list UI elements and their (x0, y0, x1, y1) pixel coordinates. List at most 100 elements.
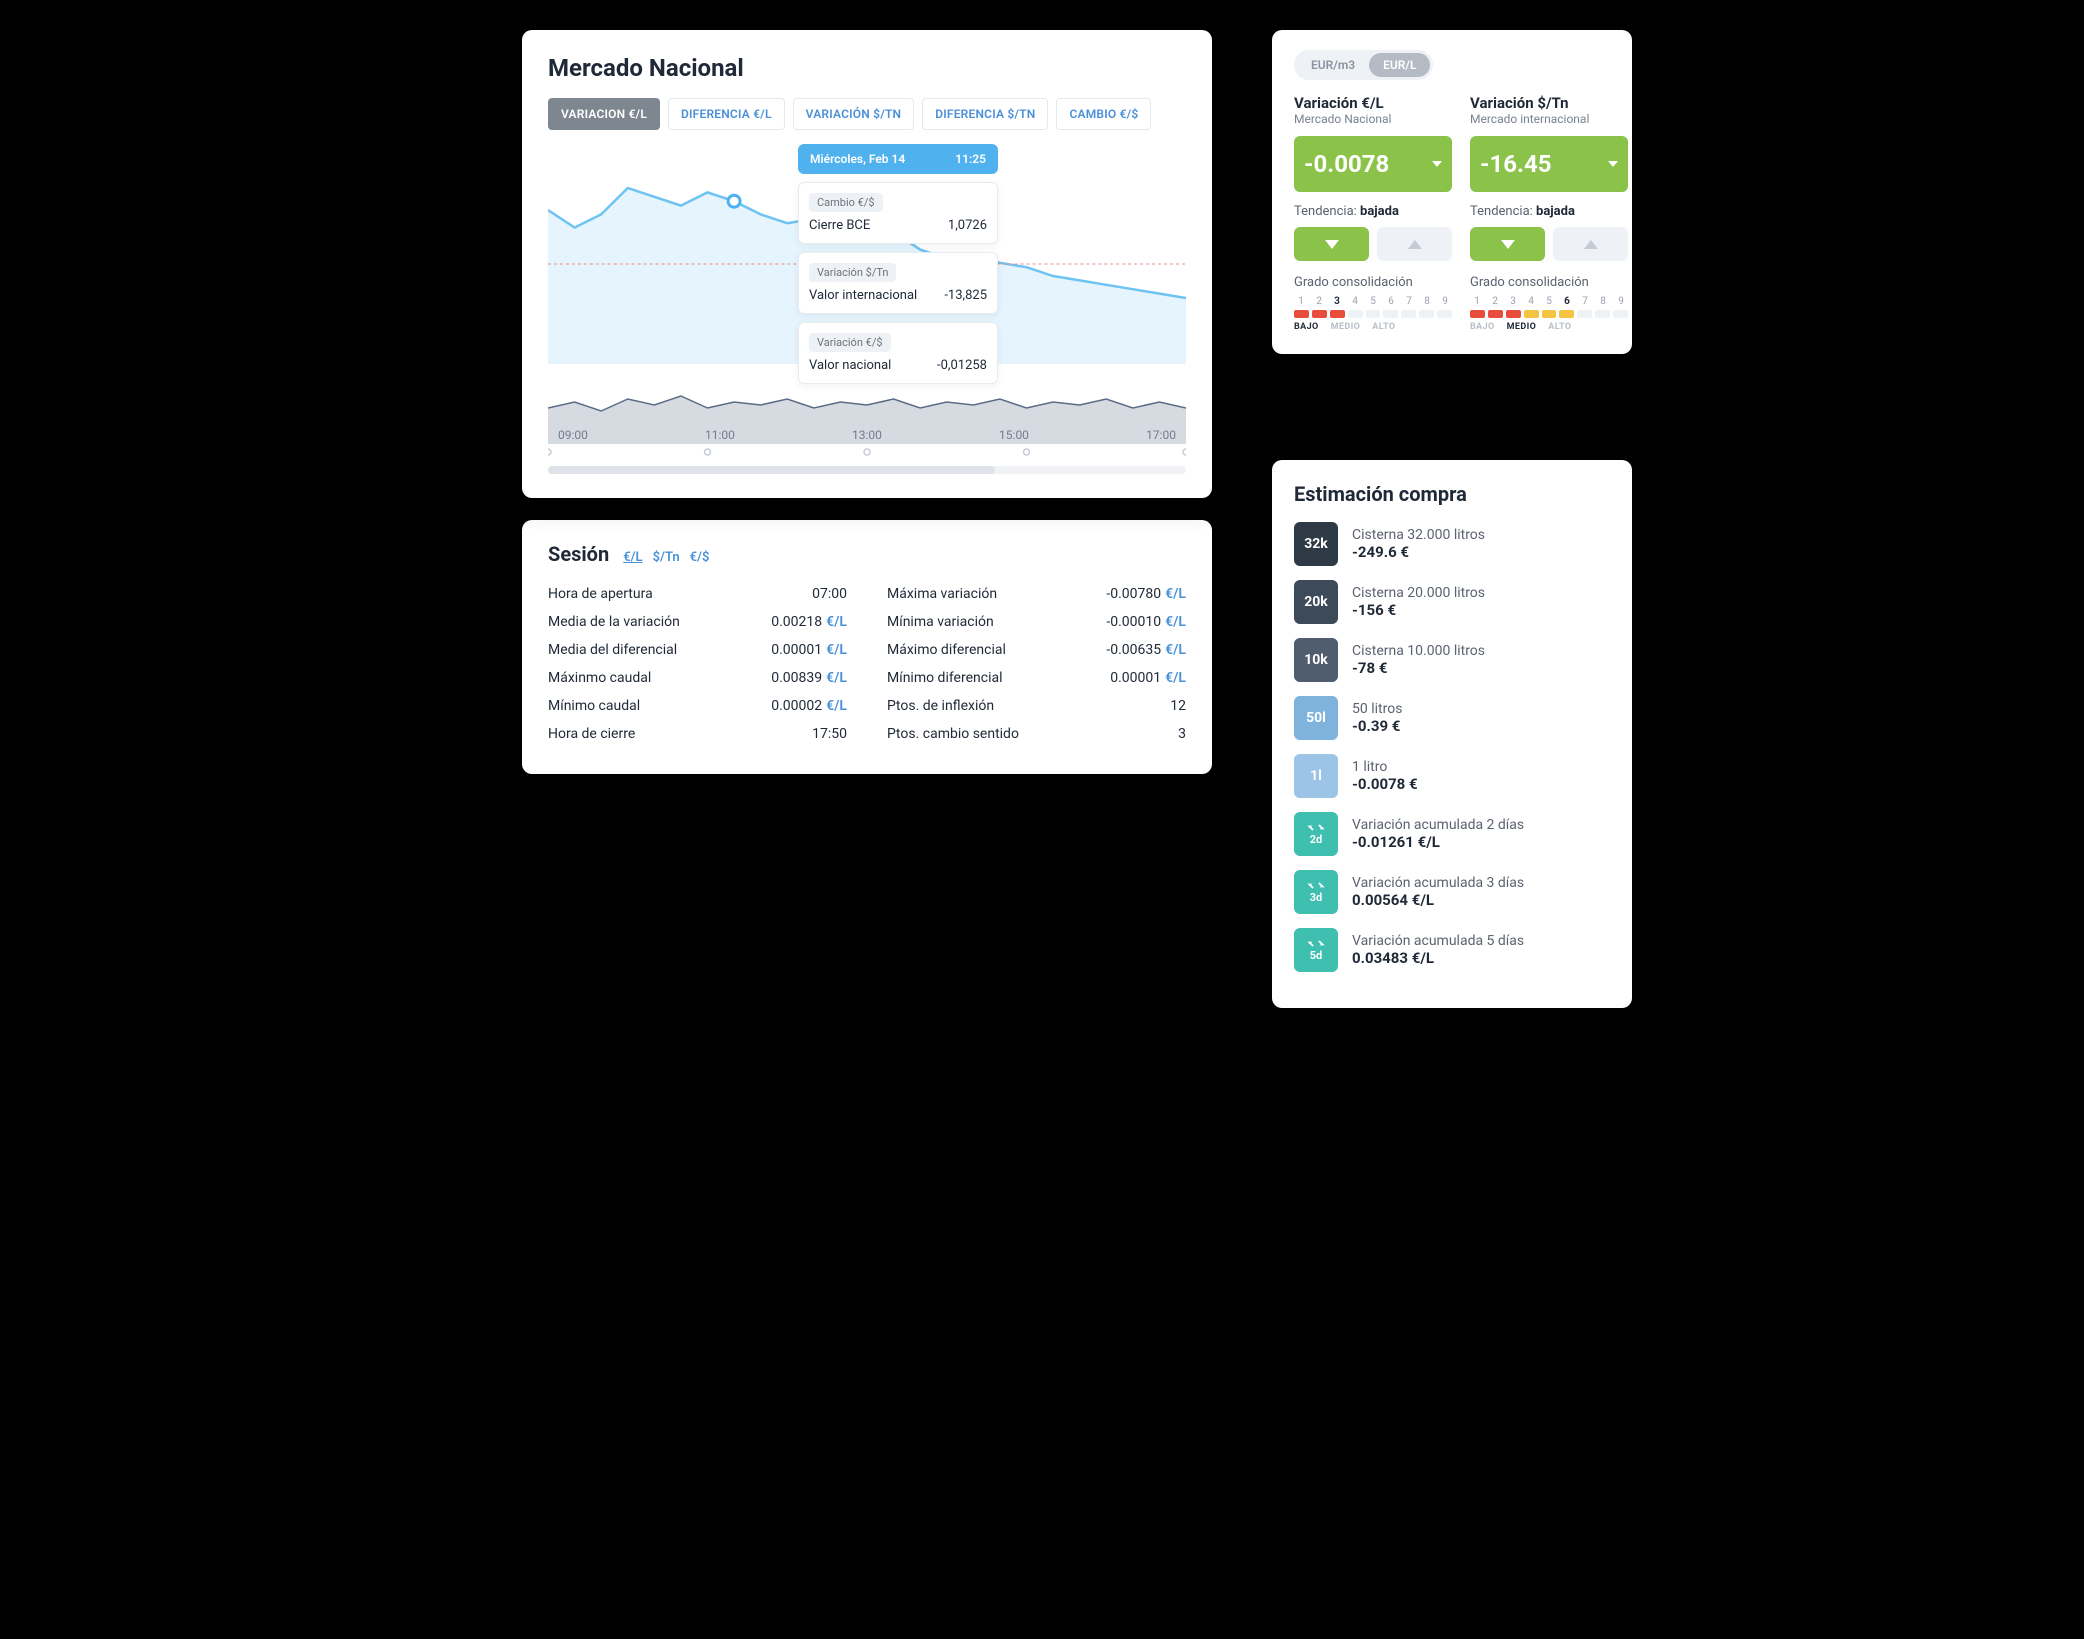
tooltip-box-0: Cambio €/$Cierre BCE1,0726 (798, 182, 998, 244)
estimate-badge: 5d (1294, 928, 1338, 972)
tooltip-tag: Variación $/Tn (809, 263, 896, 282)
market-tab-4[interactable]: CAMBIO €/$ (1056, 98, 1151, 130)
session-row-unit: €/L (1165, 642, 1186, 658)
trend-up-button[interactable] (1553, 227, 1628, 261)
estimate-badge: 50l (1294, 696, 1338, 740)
estimate-row-7[interactable]: 5dVariación acumulada 5 días0.03483 €/L (1294, 928, 1610, 972)
session-row: Mínimo caudal0.00002€/L (548, 692, 847, 720)
caret-down-icon (1432, 161, 1442, 167)
market-tab-3[interactable]: DIFERENCIA $/TN (922, 98, 1048, 130)
estimate-row-5[interactable]: 2dVariación acumulada 2 días-0.01261 €/L (1294, 812, 1610, 856)
trend-down-button[interactable] (1294, 227, 1369, 261)
market-tab-1[interactable]: DIFERENCIA €/L (668, 98, 785, 130)
session-row: Máxima variación-0.00780€/L (887, 580, 1186, 608)
session-row-label: Ptos. de inflexión (887, 698, 994, 714)
consolidation-numbers: 123456789 (1294, 296, 1452, 307)
estimate-value: 0.00564 €/L (1352, 891, 1524, 909)
tooltip-time: 11:25 (955, 152, 986, 166)
variation-title: Variación €/L (1294, 94, 1452, 112)
estimate-row-0[interactable]: 32kCisterna 32.000 litros-249.6 € (1294, 522, 1610, 566)
session-card: Sesión €/L$/Tn€/$ Hora de apertura07:00M… (522, 520, 1212, 774)
market-chart: Miércoles, Feb 14 11:25 Cambio €/$Cierre… (548, 144, 1186, 464)
variation-value[interactable]: -0.0078 (1294, 136, 1452, 192)
estimate-row-1[interactable]: 20kCisterna 20.000 litros-156 € (1294, 580, 1610, 624)
estimate-desc: Cisterna 32.000 litros (1352, 527, 1485, 543)
estimate-desc: 50 litros (1352, 701, 1402, 717)
session-unit-tab-1[interactable]: $/Tn (653, 550, 680, 565)
session-row-value: 0.00839 (771, 670, 822, 686)
estimate-value: -156 € (1352, 601, 1485, 619)
arrow-up-icon (1584, 240, 1598, 249)
consolidation-numbers: 123456789 (1470, 296, 1628, 307)
session-row: Mínima variación-0.00010€/L (887, 608, 1186, 636)
session-row-value: 12 (1170, 698, 1186, 714)
session-unit-tab-0[interactable]: €/L (623, 550, 642, 565)
estimate-text: Variación acumulada 2 días-0.01261 €/L (1352, 817, 1524, 851)
tooltip-value: -0,01258 (937, 358, 987, 373)
estimate-text: Cisterna 32.000 litros-249.6 € (1352, 527, 1485, 561)
swap-arrows-icon (1306, 823, 1326, 832)
session-row-value: 0.00218 (771, 614, 822, 630)
chart-tooltip: Miércoles, Feb 14 11:25 Cambio €/$Cierre… (798, 144, 998, 392)
estimate-row-6[interactable]: 3dVariación acumulada 3 días0.00564 €/L (1294, 870, 1610, 914)
variation-value[interactable]: -16.45 (1470, 136, 1628, 192)
tooltip-box-2: Variación €/$Valor nacional-0,01258 (798, 322, 998, 384)
session-row-label: Media de la variación (548, 614, 680, 630)
swap-arrows-icon (1306, 939, 1326, 948)
variation-col-1: Variación $/TnMercado internacional-16.4… (1470, 94, 1628, 332)
market-tab-0[interactable]: VARIACION €/L (548, 98, 660, 130)
consolidation-bars (1470, 310, 1628, 318)
unit-toggle-m3[interactable]: EUR/m3 (1297, 53, 1369, 77)
trend-up-button[interactable] (1377, 227, 1452, 261)
market-chart-card: Mercado Nacional VARIACION €/LDIFERENCIA… (522, 30, 1212, 498)
session-row-unit: €/L (826, 670, 847, 686)
session-row-value: 0.00001 (771, 642, 822, 658)
estimate-row-4[interactable]: 1l1 litro-0.0078 € (1294, 754, 1610, 798)
swap-arrows-icon (1306, 881, 1326, 890)
session-row-label: Ptos. cambio sentido (887, 726, 1019, 742)
session-row-value: 0.00001 (1110, 670, 1161, 686)
estimate-row-3[interactable]: 50l 50 litros-0.39 € (1294, 696, 1610, 740)
market-tab-2[interactable]: VARIACIÓN $/TN (793, 98, 915, 130)
arrow-up-icon (1408, 240, 1422, 249)
trend-label: Tendencia: bajada (1470, 204, 1628, 219)
estimate-badge: 10k (1294, 638, 1338, 682)
consolidation-bars (1294, 310, 1452, 318)
tooltip-label: Cierre BCE (809, 218, 870, 233)
session-unit-tab-2[interactable]: €/$ (690, 550, 710, 565)
trend-label: Tendencia: bajada (1294, 204, 1452, 219)
session-row-value: 17:50 (812, 726, 847, 742)
session-row-value: 3 (1178, 726, 1186, 742)
tooltip-date: Miércoles, Feb 14 (810, 152, 905, 166)
consolidation-label: Grado consolidación (1470, 275, 1628, 290)
session-row-value: -0.00780 (1106, 586, 1161, 602)
variation-sub: Mercado internacional (1470, 112, 1628, 126)
estimate-value: -0.01261 €/L (1352, 833, 1524, 851)
session-row-value: 0.00002 (771, 698, 822, 714)
session-row-label: Mínimo caudal (548, 698, 640, 714)
purchase-estimate-card: Estimación compra 32kCisterna 32.000 lit… (1272, 460, 1632, 1008)
unit-toggle[interactable]: EUR/m3 EUR/L (1294, 50, 1433, 80)
estimate-text: 1 litro-0.0078 € (1352, 759, 1418, 793)
estimate-desc: Variación acumulada 5 días (1352, 933, 1524, 949)
estimate-badge: 3d (1294, 870, 1338, 914)
session-row-unit: €/L (1165, 586, 1186, 602)
estimate-text: 50 litros-0.39 € (1352, 701, 1402, 735)
trend-down-button[interactable] (1470, 227, 1545, 261)
market-tabs: VARIACION €/LDIFERENCIA €/LVARIACIÓN $/T… (548, 98, 1186, 130)
session-row-label: Mínimo diferencial (887, 670, 1003, 686)
arrow-down-icon (1501, 240, 1515, 249)
session-row-unit: €/L (826, 614, 847, 630)
estimate-badge: 20k (1294, 580, 1338, 624)
session-row-unit: €/L (1165, 670, 1186, 686)
session-row: Máximo diferencial-0.00635€/L (887, 636, 1186, 664)
estimate-row-2[interactable]: 10k Cisterna 10.000 litros-78 € (1294, 638, 1610, 682)
session-header: Sesión €/L$/Tn€/$ (548, 542, 1186, 566)
estimate-text: Cisterna 10.000 litros-78 € (1352, 643, 1485, 677)
estimate-value: -0.39 € (1352, 717, 1402, 735)
session-row-label: Media del diferencial (548, 642, 677, 658)
session-row: Ptos. de inflexión 12 (887, 692, 1186, 720)
estimate-desc: 1 litro (1352, 759, 1418, 775)
unit-toggle-l[interactable]: EUR/L (1369, 53, 1430, 77)
chart-scroll-track[interactable] (548, 466, 1186, 474)
